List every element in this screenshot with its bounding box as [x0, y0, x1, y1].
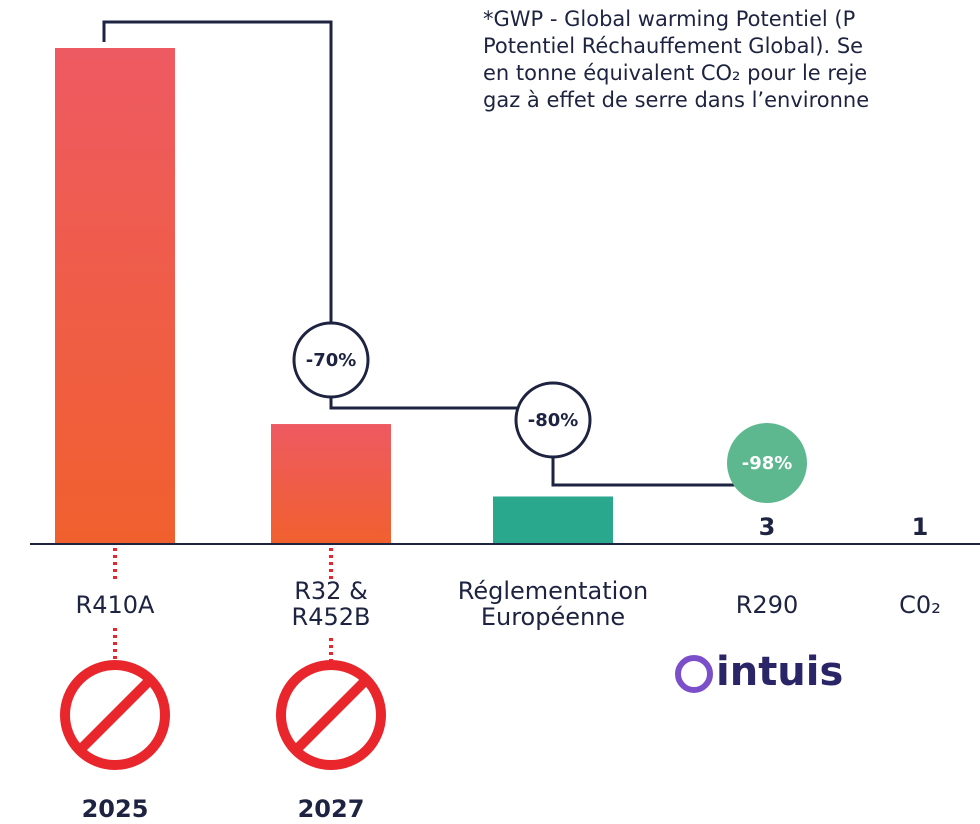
- badge: [727, 423, 807, 503]
- category-label: C0₂: [899, 591, 941, 619]
- logo: intuis: [716, 649, 843, 695]
- annotation: -80%: [528, 410, 579, 431]
- note-line: gaz à effet de serre dans l’environne: [483, 88, 869, 112]
- note-line: en tonne équivalent CO₂ pour le reje: [483, 61, 867, 85]
- ban-icons: [60, 660, 386, 770]
- category-label: R32 & R452B: [291, 577, 371, 631]
- annotation: -98%: [742, 453, 793, 474]
- bar: [493, 496, 613, 544]
- value-label: 1: [912, 513, 929, 541]
- note-line: Potentiel Réchauffement Global). Se: [483, 34, 863, 58]
- category-label: Réglementation Européenne: [457, 577, 649, 631]
- category-label: R410A: [75, 591, 155, 619]
- bar: [271, 424, 391, 544]
- bar: [55, 48, 175, 544]
- badge: [292, 321, 370, 399]
- category-label: R290: [735, 591, 799, 619]
- logo-ring: [675, 655, 713, 693]
- year: 2027: [298, 795, 365, 823]
- year: 2025: [82, 795, 149, 823]
- connector: [102, 20, 735, 487]
- badge: [514, 381, 592, 459]
- value-label: 3: [759, 513, 776, 541]
- note-line: *GWP - Global warming Potentiel (P: [483, 7, 855, 31]
- annotation: -70%: [306, 350, 357, 371]
